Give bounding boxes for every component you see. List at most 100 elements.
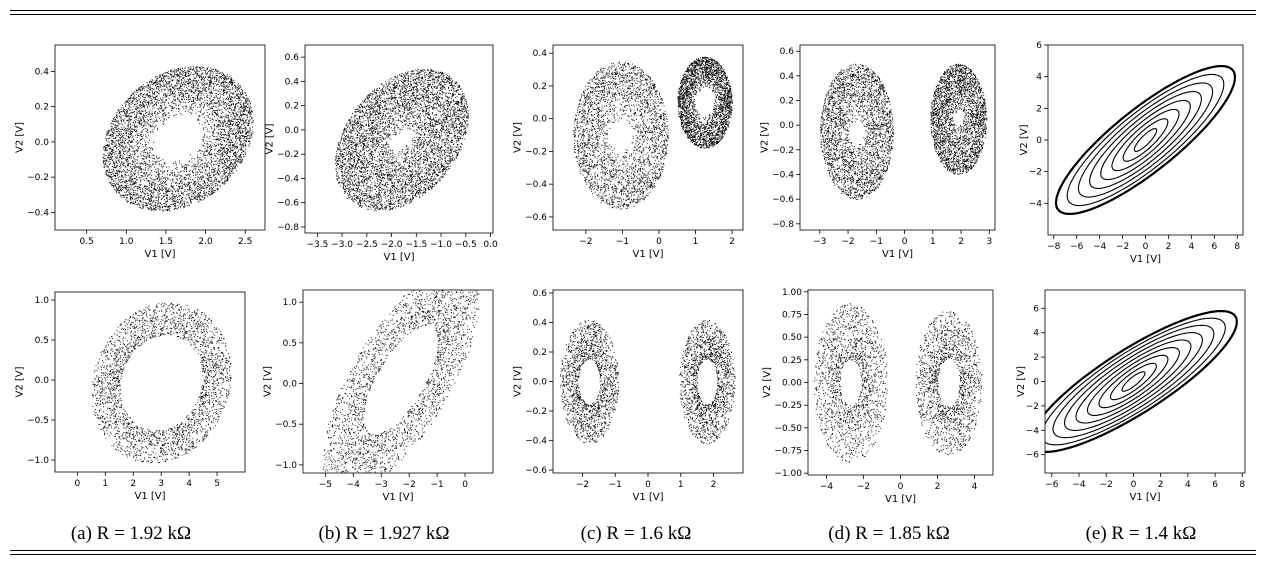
- x-tick-label-e-top-3: −2: [1116, 242, 1129, 252]
- axes-frame-b-top: [304, 44, 494, 234]
- y-tick-label-d-top-0: −0.8: [772, 220, 794, 230]
- y-tick-label-b-bottom-3: 0.5: [283, 339, 297, 349]
- hysteresis-loop-e-bottom-4: [1086, 347, 1180, 416]
- x-axis-label-c-top: V1 [V]: [632, 249, 663, 260]
- panel-d-bottom: −4 −2 0 2 4 −1.00 −0.75 −0.50 −0.25 0.00 0.25 0.50 0…: [762, 288, 994, 505]
- panel-b-top: −3.5 −3.0 −2.5 −2.0 −1.5 −1.0 −0.5 0.0 −0.8 −0.6 −…: [265, 44, 498, 263]
- x-tick-label-c-bottom-2: 0: [645, 480, 651, 490]
- x-tick-label-e-bottom-2: −2: [1100, 480, 1113, 490]
- x-tick-label-a-bottom-0: 0: [74, 479, 80, 489]
- caption-b: (b) R = 1.927 kΩ: [318, 523, 450, 544]
- caption-c: (c) R = 1.6 kΩ: [580, 523, 692, 544]
- x-tick-label-a-top-3: 2.0: [198, 237, 213, 247]
- y-tick-label-c-top-4: 0.2: [533, 82, 547, 92]
- x-tick-label-b-top-2: −2.5: [356, 240, 378, 250]
- x-tick-label-b-bottom-2: −3: [375, 480, 388, 490]
- y-tick-label-d-top-5: 0.2: [780, 97, 794, 107]
- y-tick-label-c-top-2: −0.2: [525, 147, 547, 157]
- x-tick-label-c-bottom-0: −2: [576, 480, 589, 490]
- y-tick-label-e-bottom-4: 2: [1033, 353, 1039, 363]
- x-tick-label-c-bottom-4: 2: [711, 480, 717, 490]
- y-tick-label-e-top-5: 6: [1036, 41, 1042, 51]
- x-tick-label-c-top-3: 1: [693, 237, 699, 247]
- scatter-points-b-top: [335, 68, 469, 212]
- x-tick-label-e-bottom-6: 6: [1212, 480, 1218, 490]
- y-tick-label-d-top-7: 0.6: [780, 47, 795, 57]
- y-tick-label-e-top-0: −4: [1029, 199, 1043, 209]
- y-axis-label-a-bottom: V2 [V]: [15, 366, 26, 397]
- x-tick-label-e-top-7: 6: [1211, 242, 1217, 252]
- y-tick-label-a-bottom-1: −0.5: [27, 416, 49, 426]
- y-tick-label-b-top-4: 0.0: [285, 126, 300, 136]
- top-rule-2: [10, 14, 1256, 15]
- y-tick-label-b-top-1: −0.6: [277, 199, 299, 209]
- x-tick-label-a-top-1: 1.0: [119, 237, 134, 247]
- x-tick-label-c-top-2: 0: [656, 237, 662, 247]
- x-tick-label-e-top-1: −6: [1070, 242, 1084, 252]
- x-tick-label-e-top-4: 0: [1143, 242, 1149, 252]
- x-tick-label-d-top-3: 0: [902, 237, 908, 247]
- y-tick-label-e-bottom-6: 6: [1033, 304, 1039, 314]
- y-tick-label-a-bottom-0: −1.0: [27, 456, 49, 466]
- y-axis-label-d-top: V2 [V]: [760, 122, 771, 153]
- hysteresis-loop-e-bottom-2: [1109, 362, 1157, 401]
- x-tick-label-b-top-7: 0.0: [483, 240, 498, 250]
- x-tick-label-a-top-2: 1.5: [159, 237, 173, 247]
- y-tick-label-b-top-7: 0.6: [285, 53, 300, 63]
- y-tick-label-c-top-1: −0.4: [525, 180, 547, 190]
- y-tick-label-e-bottom-0: −6: [1026, 451, 1040, 461]
- y-tick-label-e-bottom-3: 0: [1033, 378, 1039, 388]
- panel-e-top: −8 −6 −4 −2 0 2 4 6 8 −4 −2 0 2 4 6 V1 [V] V2 [V]: [1019, 41, 1244, 265]
- x-tick-label-d-top-5: 2: [958, 237, 964, 247]
- x-tick-label-a-bottom-5: 5: [214, 479, 220, 489]
- y-tick-label-a-top-4: 0.4: [35, 67, 50, 77]
- panel-c-top: −2 −1 0 1 2 −0.6 −0.4 −0.2 0.0 0.2 0.4 V1 [V] V2 [V]: [513, 44, 744, 260]
- plot-area-c-bottom: [559, 320, 736, 445]
- x-axis-label-d-top: V1 [V]: [882, 249, 913, 260]
- y-axis-label-e-top: V2 [V]: [1019, 124, 1030, 155]
- x-tick-label-d-bottom-2: 0: [898, 482, 904, 492]
- panel-a-top: 0.5 1.0 1.5 2.0 2.5 −0.4 −0.2 0.0 0.2 0.4 V1 [V] V2…: [15, 44, 266, 260]
- plot-area-e-top: [1054, 65, 1237, 215]
- x-tick-label-b-top-5: −1.0: [430, 240, 452, 250]
- y-tick-label-d-bottom-6: 0.50: [782, 333, 802, 343]
- x-tick-label-b-bottom-4: −1: [430, 480, 443, 490]
- x-axis-label-a-top: V1 [V]: [144, 249, 175, 260]
- x-tick-label-d-bottom-3: 2: [935, 482, 941, 492]
- x-tick-label-b-bottom-0: −5: [319, 480, 332, 490]
- y-tick-label-b-bottom-1: −0.5: [275, 420, 297, 430]
- y-tick-label-e-top-4: 4: [1036, 73, 1042, 83]
- x-tick-label-a-bottom-1: 1: [102, 479, 108, 489]
- panel-b-bottom: −5 −4 −3 −2 −1 0 −1.0 −0.5 0.0 0.5 1.0 V1 [V] V2 [V]: [263, 289, 494, 503]
- plot-area-a-bottom: [92, 302, 232, 464]
- hysteresis-loop-e-bottom-1: [1121, 371, 1146, 392]
- scatter-points-a-bottom: [92, 302, 232, 464]
- y-axis-label-e-bottom: V2 [V]: [1016, 366, 1027, 397]
- y-tick-label-c-bottom-5: 0.4: [533, 318, 548, 328]
- y-tick-label-e-bottom-5: 4: [1033, 329, 1039, 339]
- hysteresis-loop-e-top-2: [1122, 118, 1169, 162]
- plot-area-b-bottom: [323, 290, 480, 473]
- panel-d-top: −3 −2 −1 0 1 2 3 −0.8 −0.6 −0.4 −0.2 0.0 0.2 0.4 0.6 V1…: [760, 44, 996, 260]
- plot-area-e-bottom: [1045, 310, 1238, 453]
- x-axis-label-b-bottom: V1 [V]: [382, 492, 413, 503]
- y-tick-label-c-bottom-6: 0.6: [533, 289, 548, 299]
- x-axis-label-e-top: V1 [V]: [1130, 254, 1161, 265]
- x-axis-label-c-bottom: V1 [V]: [632, 492, 663, 503]
- y-tick-label-b-bottom-4: 1.0: [283, 298, 298, 308]
- y-tick-label-b-top-0: −0.8: [277, 223, 299, 233]
- panel-e-bottom: −6 −4 −2 0 2 4 6 8 −6 −4 −2 0 2 4 6 V1 [V] V2 [V]: [1016, 289, 1245, 503]
- hysteresis-loop-e-bottom-9: [1045, 310, 1238, 453]
- y-tick-label-b-top-2: −0.4: [277, 174, 299, 184]
- x-tick-label-e-bottom-4: 2: [1158, 480, 1164, 490]
- y-tick-label-d-bottom-7: 0.75: [782, 310, 802, 320]
- panel-a-bottom: 0 1 2 3 4 5 −1.0 −0.5 0.0 0.5 1.0 V1 [V] V2 [V]: [15, 291, 246, 502]
- y-tick-label-c-bottom-2: −0.2: [525, 407, 547, 417]
- y-tick-label-b-bottom-0: −1.0: [275, 461, 297, 471]
- y-tick-label-d-bottom-5: 0.25: [782, 356, 802, 366]
- x-tick-label-e-top-8: 8: [1234, 242, 1240, 252]
- hysteresis-loop-e-top-3: [1111, 108, 1180, 172]
- y-tick-label-e-top-1: −2: [1029, 168, 1042, 178]
- hysteresis-loop-e-bottom-3: [1098, 354, 1169, 409]
